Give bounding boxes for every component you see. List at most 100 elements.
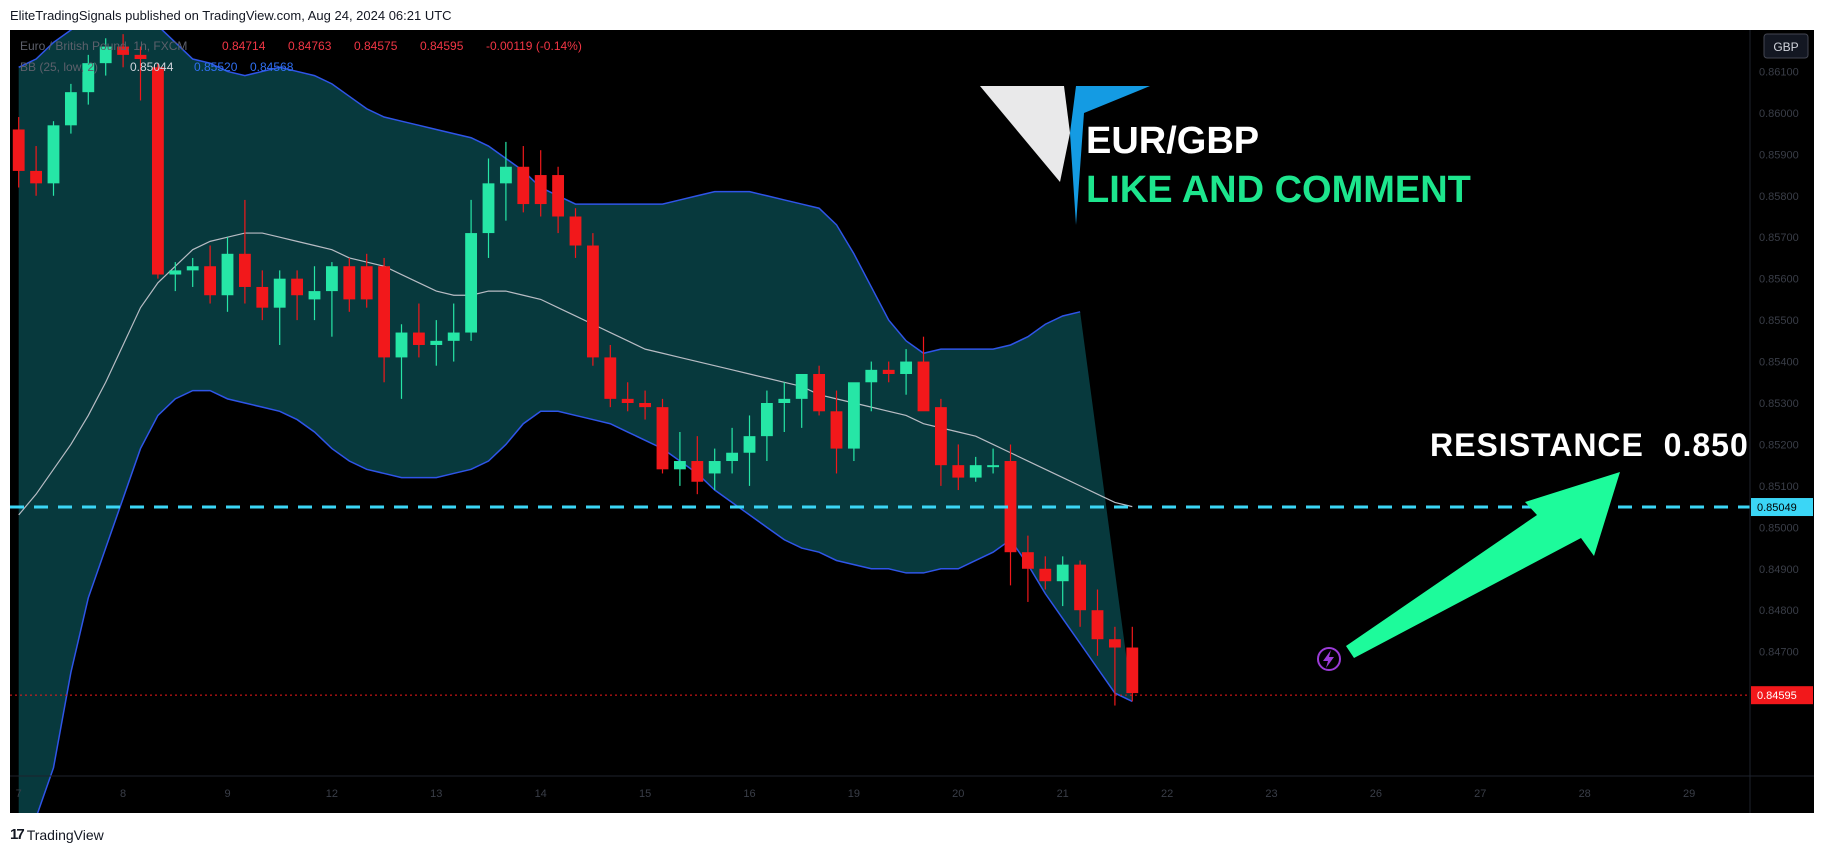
candle <box>343 257 356 312</box>
currency-badge-label[interactable]: GBP <box>1773 40 1798 54</box>
candle <box>64 83 77 134</box>
last-price-label[interactable]: 0.84595 <box>1757 690 1797 702</box>
time-tick-label: 14 <box>535 788 547 800</box>
levels-layer <box>10 505 1750 696</box>
candle-body <box>1039 568 1052 582</box>
candle-body <box>917 361 930 412</box>
price-tick-label: 0.85800 <box>1759 191 1799 203</box>
candle-body <box>1108 639 1121 648</box>
tradingview-logo-icon[interactable]: 17 <box>10 826 25 843</box>
bollinger-upper-line <box>18 4 1081 355</box>
chart-legend[interactable]: Euro / British Pound, 1h, FXCM 0.84714 0… <box>20 39 582 74</box>
candle-body <box>1091 610 1104 640</box>
price-chart[interactable]: 0.86100 0.86000 0.85900 0.85800 0.85700 0.856… <box>10 4 1814 853</box>
candle-body <box>691 461 704 482</box>
resistance-price-box[interactable] <box>1751 498 1813 517</box>
candle <box>482 158 495 258</box>
candle-body <box>447 332 460 341</box>
candle <box>552 166 565 234</box>
candle-body <box>517 166 530 205</box>
candle <box>308 266 321 321</box>
candle <box>604 344 617 408</box>
candle-body <box>430 340 443 345</box>
candle-body <box>882 369 895 374</box>
footer-branding[interactable]: 17 TradingView <box>10 826 104 843</box>
candle <box>847 382 860 462</box>
indicator-title[interactable]: BB (25, low, 2) <box>20 60 98 74</box>
candle-body <box>673 461 686 470</box>
time-tick-label: 15 <box>639 788 651 800</box>
candle <box>395 324 408 399</box>
candle-body <box>308 291 321 300</box>
candle-body <box>813 373 826 412</box>
candle <box>412 303 425 358</box>
headline-cta: LIKE AND COMMENT <box>1086 169 1471 211</box>
candle <box>1039 556 1052 590</box>
candle-body <box>412 332 425 345</box>
candle-body <box>1004 461 1017 553</box>
footer-brand-label[interactable]: TradingView <box>26 826 104 843</box>
candle <box>134 46 147 101</box>
candle <box>586 233 599 366</box>
candle-body <box>726 452 739 462</box>
candle <box>952 444 965 491</box>
candle-body <box>604 357 617 399</box>
candle <box>360 253 373 308</box>
lightning-icon[interactable] <box>1323 650 1334 668</box>
candle-body <box>795 373 808 399</box>
candle-body <box>900 361 913 374</box>
time-tick-label: 13 <box>430 788 442 800</box>
candle-body <box>30 170 43 184</box>
candle-body <box>934 407 947 466</box>
candle <box>1056 556 1069 607</box>
last-price-box[interactable] <box>1751 686 1813 705</box>
candle-body <box>743 436 756 453</box>
candle <box>1126 626 1139 702</box>
candle <box>204 245 217 304</box>
ohlc-low: 0.84575 <box>354 39 398 53</box>
currency-badge[interactable]: GBP <box>1763 33 1809 59</box>
candle <box>708 448 721 491</box>
time-tick-label: 9 <box>224 788 230 800</box>
event-marker[interactable] <box>1317 647 1341 671</box>
candle-body <box>256 286 269 308</box>
candle <box>169 262 182 292</box>
time-tick-label: 21 <box>1057 788 1069 800</box>
candle <box>760 390 773 462</box>
time-tick-label: 16 <box>743 788 755 800</box>
symbol-title[interactable]: Euro / British Pound, 1h, FXCM <box>20 39 187 53</box>
resistance-price-label[interactable]: 0.85049 <box>1757 502 1797 514</box>
candle <box>465 199 478 341</box>
candle-body <box>204 266 217 296</box>
candle <box>517 146 530 213</box>
bb-basis-value: 0.85044 <box>130 60 174 74</box>
price-tick-label: 0.85500 <box>1759 315 1799 327</box>
headline-pair: EUR/GBP <box>1086 120 1259 162</box>
time-tick-label: 26 <box>1370 788 1382 800</box>
candle <box>900 349 913 395</box>
candle <box>987 448 1000 474</box>
candle <box>1108 626 1121 706</box>
candle-body <box>656 407 669 470</box>
candle <box>1004 444 1017 586</box>
currency-badge-box[interactable] <box>1763 33 1809 59</box>
candle <box>1091 589 1104 656</box>
candle-body <box>639 403 652 408</box>
time-axis[interactable]: 7 8 9 12 13 14 15 16 19 20 21 22 23 26 27 28 29 <box>16 788 1696 800</box>
candles-layer <box>12 34 1139 706</box>
candle <box>1074 560 1087 627</box>
price-axis[interactable]: 0.86100 0.86000 0.85900 0.85800 0.85700 0.856… <box>1751 66 1813 705</box>
candle <box>830 390 843 474</box>
time-tick-label: 29 <box>1683 788 1695 800</box>
candle <box>691 436 704 495</box>
candle-body <box>760 403 773 437</box>
time-tick-label: 19 <box>848 788 860 800</box>
chart-container[interactable]: 0.86100 0.86000 0.85900 0.85800 0.85700 0.856… <box>10 4 1814 853</box>
candle-body <box>82 63 95 93</box>
time-tick-label: 8 <box>120 788 126 800</box>
candle-body <box>586 245 599 358</box>
candle-body <box>482 183 495 234</box>
forecast-arrow-icon[interactable] <box>1346 472 1620 658</box>
candle-body <box>169 270 182 275</box>
price-tick-label: 0.85400 <box>1759 357 1799 369</box>
